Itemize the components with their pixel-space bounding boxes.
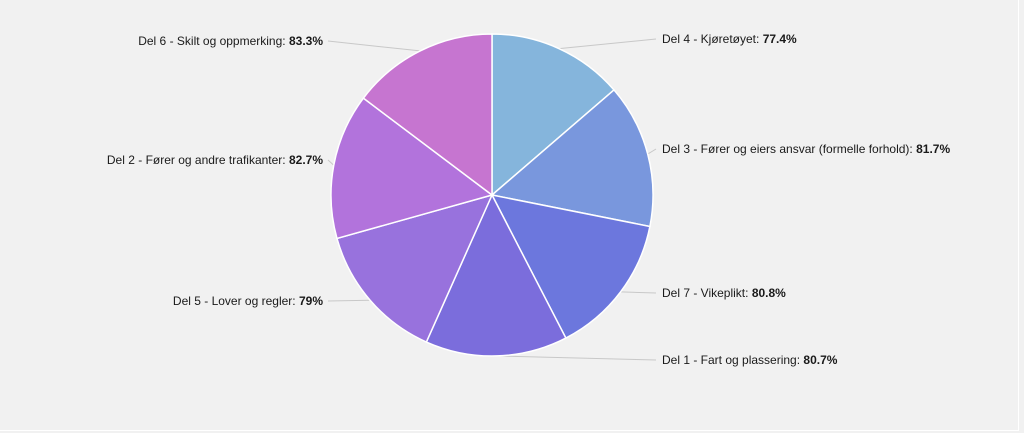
pie-slice[interactable] [330,97,494,240]
slice-label-name: Del 6 - Skilt og oppmerking [138,34,282,48]
slice-label-value: 77.4% [763,32,797,46]
pie-slice[interactable] [491,33,616,197]
slice-label: Del 7 - Vikeplikt: 80.8% [662,286,786,300]
leader-line [327,159,335,166]
slice-label-value: 81.7% [916,142,950,156]
leader-line [620,291,657,294]
slice-label: Del 3 - Fører og eiers ansvar (formelle … [662,142,950,156]
slice-label: Del 2 - Fører og andre trafikanter: 82.7… [107,153,323,167]
pie-slices [330,33,654,357]
slice-label-name: Del 1 - Fart og plassering [662,353,797,367]
slice-label-value: 80.7% [803,353,837,367]
slice-label-name: Del 4 - Kjøretøyet [662,32,757,46]
slice-label-value: 82.7% [289,153,323,167]
leader-line [327,40,421,52]
slice-label-value: 80.8% [752,286,786,300]
slice-label: Del 6 - Skilt og oppmerking: 83.3% [138,34,323,48]
slice-label-name: Del 3 - Fører og eiers ansvar (formelle … [662,142,909,156]
leader-line [327,299,371,302]
leader-line [496,355,657,361]
slice-label: Del 1 - Fart og plassering: 80.7% [662,353,838,367]
slice-label-value: 79% [299,294,323,308]
slice-label-name: Del 7 - Vikeplikt [662,286,746,300]
slice-label: Del 4 - Kjøretøyet: 77.4% [662,32,797,46]
pie-slice[interactable] [490,88,654,228]
pie-slice[interactable] [425,193,567,357]
pie-slice[interactable] [336,193,494,344]
leader-lines [327,38,657,361]
leader-line [559,38,657,50]
slice-label: Del 5 - Lover og regler: 79% [173,294,323,308]
leader-line [647,148,657,155]
pie-slice[interactable] [490,193,651,340]
slice-label-value: 83.3% [289,34,323,48]
slice-label-name: Del 2 - Fører og andre trafikanter [107,153,282,167]
slice-labels: Del 4 - Kjøretøyet: 77.4% Del 3 - Fører o… [107,32,951,367]
pie-slice[interactable] [362,33,493,197]
slice-label-name: Del 5 - Lover og regler [173,294,292,308]
